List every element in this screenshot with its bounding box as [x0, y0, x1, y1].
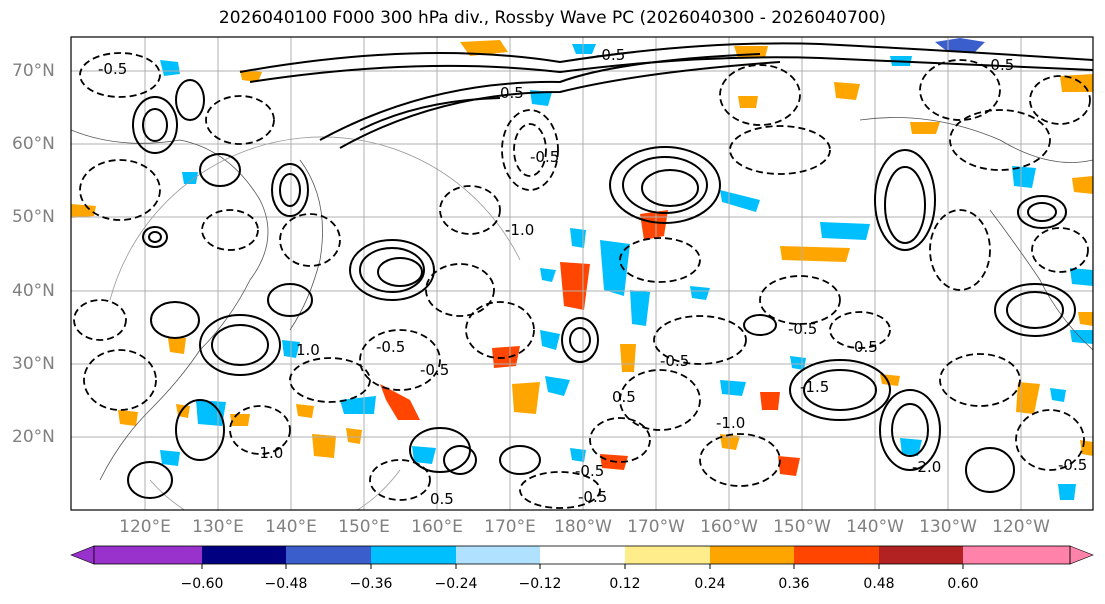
colorbar: [70, 545, 1094, 569]
contour-label: -0.5: [98, 60, 127, 78]
contour-label: -1.0: [505, 221, 534, 239]
lon-label: 150°E: [338, 517, 390, 537]
contour-label: -1.0: [716, 414, 745, 432]
contour-label: -1.0: [254, 444, 283, 462]
lat-label: 20°N: [12, 427, 55, 447]
contour-label: 0.5: [612, 388, 636, 406]
contour-labels: -0.5 -0.5 -0.5 0.5 -0.5 1.0 -0.5 -0.5 -1…: [98, 46, 1087, 508]
colorbar-tick-label: 0.12: [609, 576, 641, 592]
colorbar-frame: [93, 545, 1071, 565]
lon-label: 170°E: [484, 517, 536, 537]
colorbar-under-arrow: [70, 545, 95, 565]
contour-label: -0.5: [420, 361, 449, 379]
colorbar-bin: [879, 546, 963, 564]
lon-label: 140°E: [265, 517, 317, 537]
contour-label: -2.0: [912, 458, 941, 476]
colorbar-tick-label: 0.24: [694, 576, 726, 592]
contour-label: 1.0: [296, 341, 320, 359]
contour-label: -0.5: [578, 488, 607, 506]
lat-label: 30°N: [12, 354, 55, 374]
contour-label: -0.5: [575, 462, 604, 480]
contour-label: -0.5: [985, 56, 1014, 74]
lat-label: 60°N: [12, 134, 55, 154]
contour-label: -0.5: [530, 148, 559, 166]
colorbar-tick-label: 0.48: [863, 576, 895, 592]
colorbar-bin: [963, 546, 1070, 564]
colorbar-tick-label: −0.48: [264, 576, 308, 592]
lon-label: 180°W: [554, 517, 612, 537]
lon-label: 170°W: [627, 517, 685, 537]
lat-label: 50°N: [12, 207, 55, 227]
colorbar-bin: [286, 546, 371, 564]
lon-label: 150°W: [773, 517, 831, 537]
lon-label: 130°W: [919, 517, 977, 537]
lon-label: 160°E: [411, 517, 463, 537]
graticule: [71, 37, 1093, 510]
lon-label: 120°W: [992, 517, 1050, 537]
map-plot-area: -0.5 -0.5 -0.5 0.5 -0.5 1.0 -0.5 -0.5 -1…: [71, 37, 1093, 510]
contour-label: 0.5: [854, 338, 878, 356]
colorbar-tick-label: −0.12: [518, 576, 562, 592]
contour-label: 0.5: [430, 490, 454, 508]
solid-contours: [127, 42, 1093, 499]
contour-label: -0.5: [1058, 456, 1087, 474]
contour-label: 0.5: [500, 84, 524, 102]
colorbar-tick-label: 0.60: [947, 576, 979, 592]
colorbar-bin: [371, 546, 456, 564]
colorbar-over-arrow: [1069, 545, 1094, 565]
colorbar-tick-label: 0.36: [778, 576, 810, 592]
contour-label: -0.5: [376, 338, 405, 356]
lon-label: 130°E: [192, 517, 244, 537]
lon-label: 160°W: [700, 517, 758, 537]
colorbar-bin: [540, 546, 625, 564]
contour-label: -1.5: [800, 378, 829, 396]
colorbar-bin: [456, 546, 540, 564]
colorbar-bin: [710, 546, 794, 564]
lat-label: 70°N: [12, 61, 55, 81]
dashed-contours: [73, 52, 1091, 509]
colorbar-bin: [202, 546, 286, 564]
contour-label: -0.5: [660, 352, 689, 370]
colorbar-tick-label: −0.24: [434, 576, 478, 592]
colorbar-tick-label: −0.36: [349, 576, 393, 592]
contour-label: -0.5: [788, 320, 817, 338]
map-frame: [70, 36, 1094, 511]
coastlines: [71, 117, 1093, 510]
colorbar-bin: [94, 546, 202, 564]
colorbar-bin: [625, 546, 710, 564]
colorbar-bin: [794, 546, 879, 564]
contour-label: -0.5: [596, 46, 625, 64]
colorbar-tick-label: −0.60: [180, 576, 224, 592]
map-title: 2026040100 F000 300 hPa div., Rossby Wav…: [218, 8, 887, 28]
lat-label: 40°N: [12, 281, 55, 301]
lon-label: 120°E: [119, 517, 171, 537]
lon-label: 140°W: [846, 517, 904, 537]
